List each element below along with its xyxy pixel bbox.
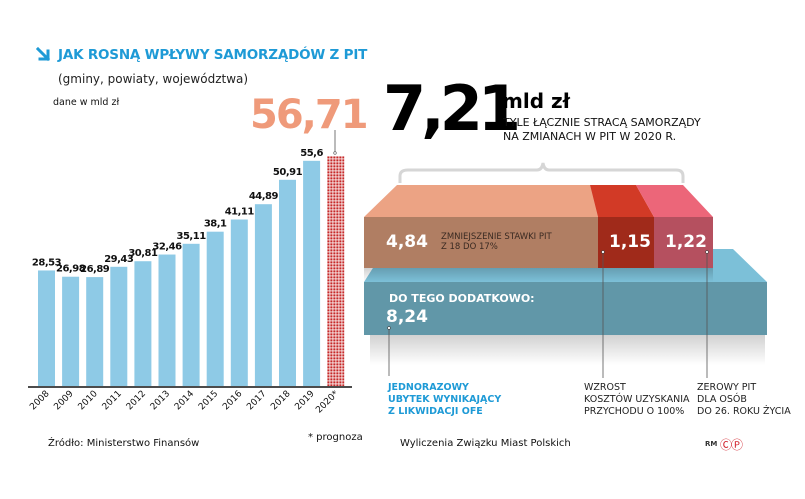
bar-value-label: 44,89: [249, 191, 279, 202]
note-ofe: JEDNORAZOWY UBYTEK WYNIKAJĄCY Z LIKWIDAC…: [388, 382, 501, 418]
note-costs-line2: KOSZTÓW UZYSKANIA: [584, 394, 690, 405]
seg3-top: [636, 185, 713, 217]
total-desc-line1: TYLE ŁĄCZNIE STRACĄ SAMORZĄDY: [503, 116, 701, 129]
source-label: Źródło: Ministerstwo Finansów: [48, 438, 200, 449]
bar-value-label: 26,89: [80, 264, 110, 275]
bar-value-label: 55,6: [300, 148, 323, 159]
bar-2014: [182, 243, 200, 386]
units-label: dane w mld zł: [53, 97, 120, 108]
note-costs-line1: WZROST: [584, 382, 626, 393]
seg3-value: 1,22: [665, 232, 707, 252]
seg2-top: [590, 185, 654, 217]
bar-value-label: 38,1: [204, 219, 227, 230]
chart-subtitle: (gminy, powiaty, województwa): [58, 72, 249, 86]
bar-value-label: 50,91: [273, 167, 303, 178]
note-ofe-line2: UBYTEK WYNIKAJĄCY: [388, 394, 502, 405]
seg2-front: [598, 217, 654, 268]
author-initials: RM: [705, 440, 718, 448]
bar-value-label: 28,53: [32, 257, 62, 268]
bar-value-label: 30,81: [128, 248, 158, 259]
bar-2019: [303, 160, 321, 386]
forecast-leader-dot: [333, 151, 337, 155]
bar-2010: [86, 277, 104, 386]
calculation-source: Wyliczenia Związku Miast Polskich: [400, 438, 571, 449]
bar-value-label: 26,98: [56, 264, 86, 275]
bar-2018: [279, 179, 296, 386]
seg3-front: [654, 217, 713, 268]
bar-forecast-12: [327, 156, 345, 386]
note-costs-line3: PRZYCHODU O 100%: [584, 406, 685, 417]
bar-value-label: 32,46: [152, 242, 182, 253]
bar-value-label: 35,11: [177, 231, 207, 242]
leader-ofe-dot: [387, 326, 391, 330]
bar-2011: [110, 266, 128, 386]
note-ofe-line1: JEDNORAZOWY: [388, 382, 469, 393]
bar-value-label: 29,43: [104, 254, 134, 265]
additional-heading: DO TEGO DODATKOWO:: [389, 292, 535, 305]
note-ofe-line3: Z LIKWIDACJI OFE: [388, 406, 483, 417]
bar-2009: [62, 276, 80, 386]
forecast-highlight-value: 56,71: [250, 92, 369, 138]
seg1-desc-line2: Z 18 DO 17%: [441, 242, 498, 252]
note-zero-line3: DO 26. ROKU ŻYCIA: [697, 406, 791, 417]
note-zero-pit: ZEROWY PIT DLA OSÓB DO 26. ROKU ŻYCIA: [697, 382, 791, 418]
leader-zero-dot: [705, 250, 709, 254]
bar-value-label: 41,11: [225, 207, 255, 218]
total-desc-line2: NA ZMIANACH W PIT W 2020 R.: [503, 130, 677, 143]
leader-costs-dot: [601, 250, 605, 254]
note-zero-line1: ZEROWY PIT: [697, 382, 757, 393]
bar-2008: [38, 270, 55, 386]
forecast-footnote: * prognoza: [308, 432, 363, 443]
seg1-front: [364, 217, 598, 268]
stack-shadow: [364, 268, 713, 282]
revenue-bar-chart: 28,53200826,98200926,89201029,43201130,8…: [28, 130, 352, 416]
seg1-value: 4,84: [386, 232, 428, 252]
bar-2012: [134, 261, 152, 386]
bar-2013: [158, 254, 176, 386]
seg1-desc-line1: ZMNIEJSZENIE STAWKI PIT: [441, 232, 553, 242]
additional-box-front: [364, 282, 767, 335]
additional-box-shadow: [370, 335, 765, 365]
seg1-top: [364, 185, 598, 217]
additional-value: 8,24: [386, 307, 428, 327]
bar-2017: [254, 204, 272, 386]
bar-2015: [206, 231, 224, 386]
copyright-icon: ⒸⓅ: [720, 438, 743, 452]
chart-title: JAK ROSNĄ WPŁYWY SAMORZĄDÓW Z PIT: [58, 47, 368, 63]
bar-2016: [230, 219, 248, 386]
total-loss-description: TYLE ŁĄCZNIE STRACĄ SAMORZĄDY NA ZMIANAC…: [503, 116, 701, 144]
total-brace: [398, 162, 685, 183]
total-loss-value: 7,21: [383, 72, 521, 145]
arrow-down-right-icon: [36, 47, 51, 62]
seg2-value: 1,15: [609, 232, 651, 252]
note-zero-line2: DLA OSÓB: [697, 394, 747, 405]
note-costs: WZROST KOSZTÓW UZYSKANIA PRZYCHODU O 100…: [584, 382, 690, 418]
total-loss-unit: mld zł: [502, 89, 571, 113]
